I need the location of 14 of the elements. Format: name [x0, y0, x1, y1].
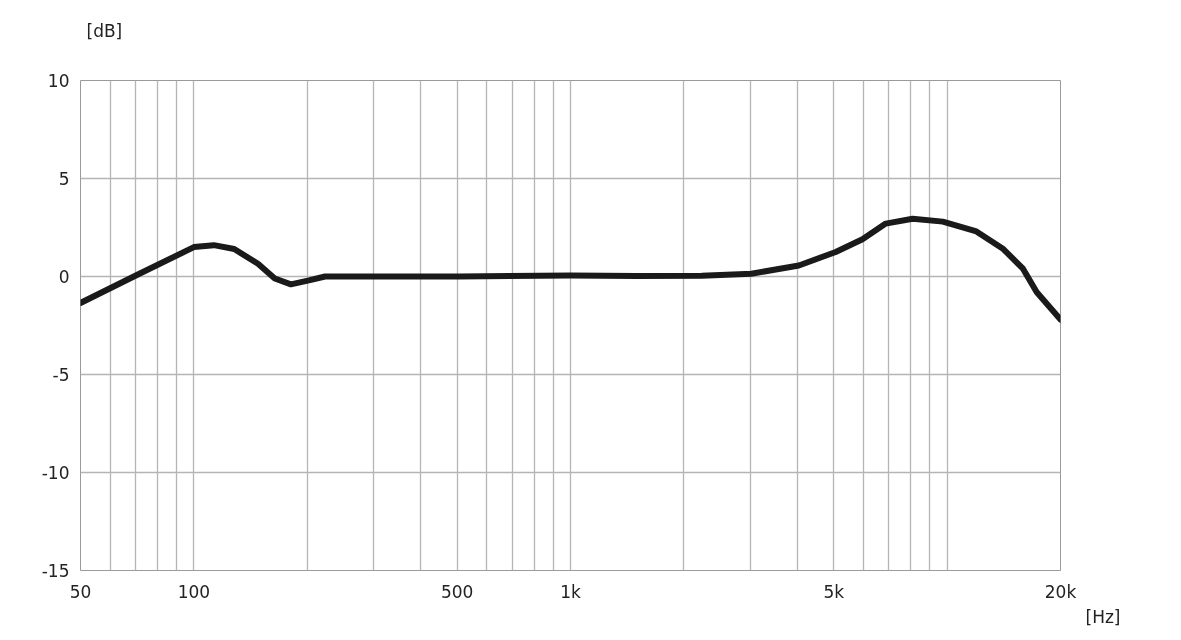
y-tick-label: 5: [58, 169, 70, 189]
x-axis-title: [Hz]: [1085, 606, 1121, 627]
y-axis-title: [dB]: [86, 20, 123, 41]
x-tick-label: 20k: [1044, 581, 1077, 602]
x-tick-label: 1k: [560, 581, 581, 602]
y-tick-label: -15: [41, 561, 70, 581]
y-tick-label: -10: [41, 463, 70, 483]
x-tick-label: 100: [177, 581, 211, 602]
x-tick-label: 5k: [823, 581, 845, 602]
y-tick-label: 0: [58, 267, 70, 287]
x-tick-label: 50: [69, 581, 92, 602]
x-tick-label: 500: [440, 581, 474, 602]
y-tick-label: -5: [52, 365, 70, 385]
y-tick-label: 10: [47, 71, 70, 91]
